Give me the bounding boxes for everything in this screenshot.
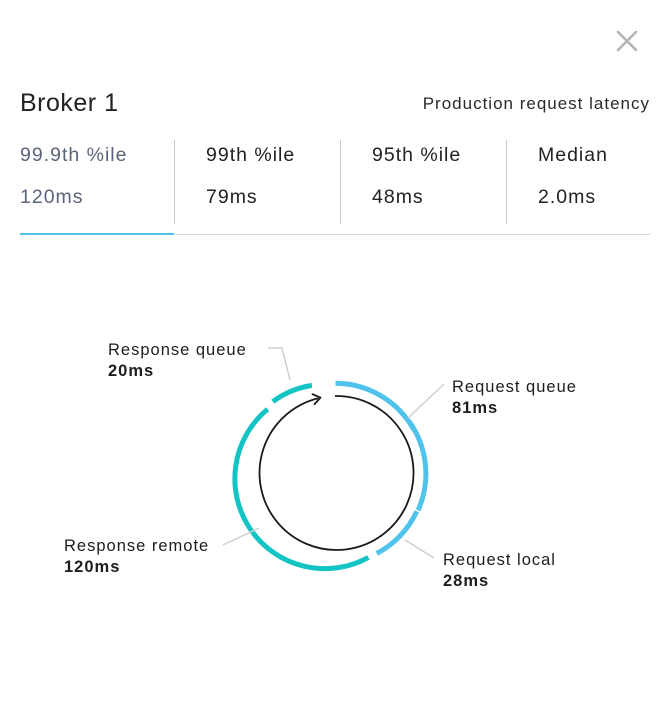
tab-95th-percentile[interactable]: 95th %ile 48ms xyxy=(341,140,506,224)
response-remote-label: Response remote xyxy=(64,537,210,555)
tab-label: Median xyxy=(538,144,608,166)
cycle-arrowhead xyxy=(311,393,322,406)
response-queue-label: Response queue xyxy=(108,341,247,359)
request-local-label: Request local xyxy=(443,551,556,569)
page-title: Broker 1 xyxy=(20,89,119,117)
latency-breakdown-chart: Response queue 20ms Request queue 81ms R… xyxy=(0,300,668,630)
segment-response-remote[interactable] xyxy=(232,407,370,572)
tab-divider xyxy=(340,140,341,224)
latency-ring-diagram xyxy=(222,347,445,572)
close-button[interactable] xyxy=(612,26,642,56)
request-queue-label: Request queue xyxy=(452,378,577,396)
request-local-value: 28ms xyxy=(443,572,490,590)
tab-99th-percentile[interactable]: 99th %ile 79ms xyxy=(175,140,340,224)
tab-value: 48ms xyxy=(372,186,424,208)
active-tab-indicator xyxy=(20,233,174,235)
tab-divider xyxy=(174,140,175,224)
page-subtitle: Production request latency xyxy=(422,94,650,113)
tab-value: 79ms xyxy=(206,186,258,208)
leader-line-request-local xyxy=(404,539,435,559)
tab-label: 95th %ile xyxy=(372,144,462,166)
tab-label: 99th %ile xyxy=(206,144,296,166)
tab-99-9th-percentile[interactable]: 99.9th %ile 120ms xyxy=(20,140,174,224)
segment-request-queue-2[interactable] xyxy=(406,419,429,512)
segment-request-local[interactable] xyxy=(375,510,420,556)
response-queue-value: 20ms xyxy=(108,362,155,380)
cycle-arrow-icon xyxy=(258,395,415,551)
tab-value: 2.0ms xyxy=(538,186,597,208)
close-icon xyxy=(616,30,638,52)
tab-value: 120ms xyxy=(20,186,84,208)
percentile-tabs: 99.9th %ile 120ms 99th %ile 79ms 95th %i… xyxy=(20,140,650,235)
tab-divider xyxy=(506,140,507,224)
segment-request-queue[interactable] xyxy=(335,380,417,432)
response-remote-value: 120ms xyxy=(64,558,121,576)
leader-line-response-queue xyxy=(268,347,291,381)
leader-line-response-remote xyxy=(222,527,260,546)
segment-response-queue[interactable] xyxy=(271,382,313,404)
request-queue-value: 81ms xyxy=(452,399,499,417)
leader-line-request-queue xyxy=(407,383,445,419)
tab-label: 99.9th %ile xyxy=(20,144,128,166)
tab-median[interactable]: Median 2.0ms xyxy=(507,140,650,224)
